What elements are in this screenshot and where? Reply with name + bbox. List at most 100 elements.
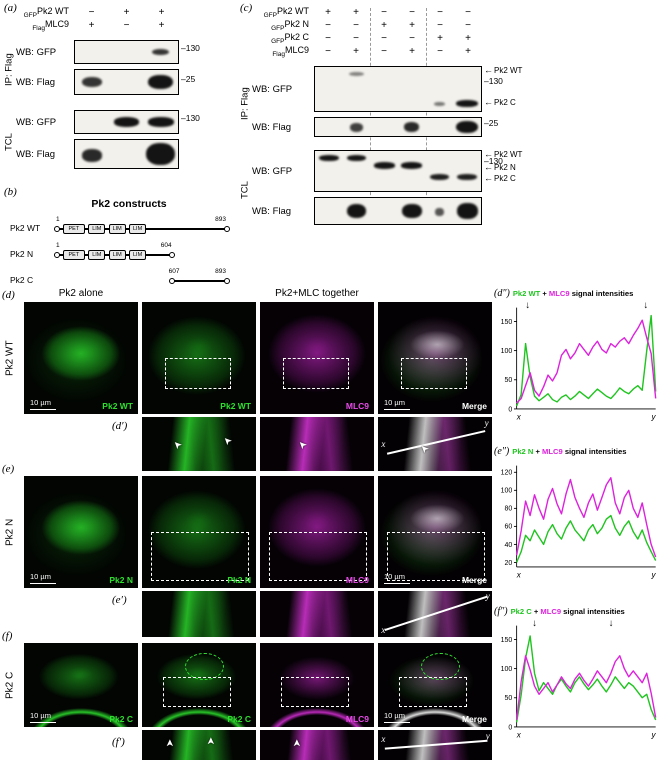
lane-sign: −: [381, 46, 387, 57]
signal-intensity-plot: 20 40 60 80 100 120 x y: [501, 465, 657, 580]
panel-d-tag: (d): [2, 289, 15, 301]
chart-title-part: MLC9: [542, 447, 563, 456]
wb-band: [373, 162, 395, 169]
lane-header-row: FlagMLC9 + − +: [2, 19, 236, 32]
scale-bar: 10 µm: [30, 712, 56, 723]
blot-annotations: [179, 139, 215, 169]
lane-sign: +: [88, 20, 95, 31]
profile-y-label: y: [485, 730, 490, 741]
panel-c: (c) GFPPk2 WT + + − − − − GFPPk2 N − − + + − − GFP…: [238, 2, 556, 246]
zoom-pk2n-mlc9: [260, 591, 374, 637]
micro-pk2wt-mlc9: MLC9: [260, 302, 374, 414]
construct-end-dot: [53, 225, 60, 232]
wb-band: [148, 74, 174, 90]
lane-sign: +: [409, 46, 415, 57]
lane-sign: −: [353, 33, 359, 44]
lane-header-row: GFPPk2 N − − + + − −: [238, 19, 556, 32]
lane-sign: −: [381, 7, 387, 18]
construct-diagram-pk2-n: 1 604 PET LIM LIM LIM: [53, 240, 226, 266]
construct-text: Pk2 WT: [276, 6, 309, 17]
scale-bar: 10 µm: [384, 573, 410, 584]
axis-tick-label: 150: [501, 319, 513, 326]
lane-sign: −: [437, 7, 443, 18]
lane-sign: −: [465, 20, 471, 31]
band-arrow-annotation: ←Pk2 N: [484, 162, 516, 172]
row-label-pk2-c: Pk2 C: [4, 671, 16, 699]
blot-annotations: ←Pk2 WT –130 ←Pk2 C: [482, 64, 556, 112]
lane-signs: − + +: [74, 7, 179, 18]
band-label: Pk2 C: [494, 173, 516, 183]
micro-pk2c-mlc9: MLC9: [260, 643, 374, 727]
blot-row: WB: Flag –25: [16, 69, 236, 95]
axis-tick-label: x: [516, 413, 522, 422]
left-arrow-icon: ←: [484, 64, 493, 75]
channel-label: Pk2 WT: [220, 401, 251, 411]
panel-a-lane-header: GFPPk2 WT − + + FlagMLC9 + − +: [2, 2, 236, 32]
chart-f-tag: (f″): [494, 606, 508, 617]
wb-band: [457, 174, 477, 181]
roi-box: [164, 358, 231, 390]
lane-sign: +: [123, 7, 130, 18]
pointer-arrow-icon: ➤: [295, 437, 310, 451]
band-arrow-annotation: ←Pk2 C: [484, 97, 516, 107]
wb-band: [404, 122, 420, 132]
lane-sign: +: [158, 20, 165, 31]
blot-row: WB: Flag: [252, 197, 556, 225]
axis-tick-label: 50: [505, 377, 513, 384]
scale-bar-line: [30, 582, 56, 584]
axis-tick-label: 0: [508, 406, 512, 413]
chart-d-plot: 0 50 100 150 x y ↓ ↓: [494, 299, 660, 422]
domain-box: PET: [62, 249, 85, 260]
pointer-arrow-icon: ➤: [165, 738, 177, 747]
lane-header-row: GFPPk2 WT − + +: [2, 6, 236, 19]
axis-tick-label: 100: [501, 488, 513, 495]
lane-header-row: GFPPk2 WT + + − − − −: [238, 6, 556, 19]
lane-sign: +: [381, 20, 387, 31]
axis-tick-label: 0: [508, 724, 512, 731]
wb-band: [435, 208, 444, 217]
construct-start-residue: 1: [56, 216, 60, 223]
chart-e-tag: (e″): [494, 446, 510, 457]
blot-row: WB: GFP ←Pk2 WT –130 ←Pk2 C: [252, 64, 556, 112]
wb-band: [146, 142, 176, 166]
roi-box: [280, 676, 349, 708]
chart-title-part: Pk2 N: [512, 447, 534, 456]
wb-band: [346, 203, 367, 219]
chart-title-part: +: [540, 289, 549, 298]
construct-name: FlagMLC9: [238, 45, 314, 58]
construct-start-residue: 1: [56, 242, 60, 249]
scale-bar-line: [30, 721, 56, 723]
axis-tick-label: y: [651, 413, 657, 422]
roi-box: [400, 358, 467, 390]
lane-sign: +: [353, 7, 359, 18]
zoom-pk2wt-mlc9: ➤: [260, 417, 374, 471]
panel-f-prime-tag: (f′): [112, 736, 125, 748]
band-label: Pk2 WT: [494, 149, 523, 159]
channel-label: Pk2 C: [109, 714, 133, 724]
axis-tick-label: x: [516, 571, 522, 580]
left-arrow-icon: ←: [484, 148, 493, 159]
lane-sign: +: [158, 7, 165, 18]
channel-label: MLC9: [345, 401, 369, 411]
chart-header: (f″) Pk2 C + MLC9 signal intensities: [494, 606, 660, 617]
lane-sign: −: [409, 33, 415, 44]
construct-end-dot: [169, 277, 176, 284]
wb-band: [147, 117, 174, 127]
axis-tick-label: y: [651, 571, 657, 580]
lane-header-row: GFPPk2 C − − − − + +: [238, 32, 556, 45]
channel-label: Merge: [461, 714, 487, 724]
chart-title-part: Pk2 WT: [512, 289, 541, 298]
lane-sign: −: [325, 33, 331, 44]
blot-label: WB: GFP: [252, 165, 293, 177]
zoom-pk2c-mlc9: ➤: [260, 730, 374, 760]
wb-band: [433, 101, 446, 106]
western-blot-ip-flag: [74, 69, 179, 95]
lane-sign: −: [325, 46, 331, 57]
construct-end-residue: 893: [215, 268, 226, 275]
series-pk2-c: [515, 635, 657, 723]
lane-sign: +: [465, 33, 471, 44]
construct-name: GFPPk2 WT: [2, 6, 74, 19]
mw-marker: –130: [484, 156, 503, 167]
tcl-group: TCL WB: GFP –130 WB: Flag: [2, 110, 236, 174]
wb-band: [402, 203, 422, 219]
